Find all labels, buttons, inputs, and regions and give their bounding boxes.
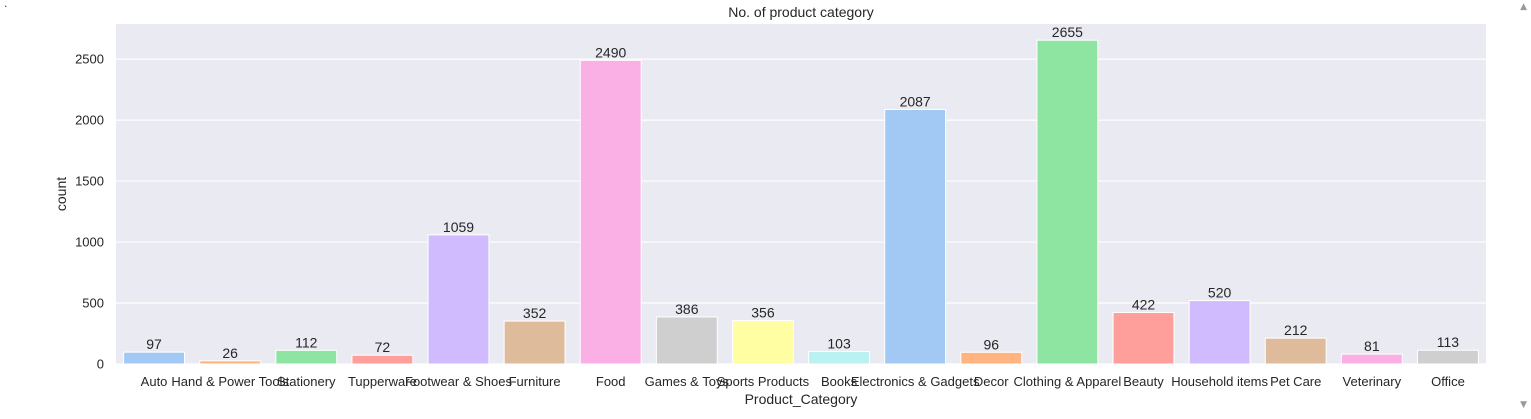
x-tick-label: Decor	[974, 374, 1009, 389]
x-tick-label: Household items	[1171, 374, 1268, 389]
x-axis-label: Product_Category	[745, 391, 858, 407]
bar-chart: 0 500 1000 1500 2000 2500 Auto Hand & Power To…	[53, 4, 1486, 407]
data-label: 352	[523, 305, 547, 321]
x-tick-label: Footwear & Shoes	[405, 374, 512, 389]
data-label: 422	[1132, 297, 1156, 313]
bar	[1112, 312, 1175, 365]
bar	[1036, 39, 1099, 365]
x-tick-label: Food	[596, 374, 626, 389]
y-axis-label: count	[53, 177, 69, 211]
bar	[275, 349, 338, 365]
scroll-up-arrow-icon[interactable]: ▲	[1520, 2, 1527, 12]
x-tick-label: Auto	[141, 374, 168, 389]
bar	[884, 108, 947, 365]
x-tick-label: Books	[821, 374, 858, 389]
bar	[808, 350, 870, 365]
data-label: 72	[375, 339, 391, 355]
bar	[960, 351, 1023, 365]
x-tick-label: Tupperware	[348, 374, 417, 389]
y-tick-label: 0	[97, 357, 104, 372]
stray-mark: ·	[4, 0, 8, 13]
y-tick-label: 2500	[75, 52, 104, 67]
data-label: 1059	[443, 219, 474, 235]
bars	[123, 39, 1479, 365]
y-ticks: 0 500 1000 1500 2000 2500	[75, 52, 104, 372]
data-label: 112	[295, 334, 318, 350]
data-label: 212	[1284, 322, 1308, 338]
data-label: 113	[1437, 334, 1460, 350]
y-tick-label: 1500	[75, 174, 104, 189]
bar	[427, 234, 490, 365]
x-tick-label: Veterinary	[1343, 374, 1402, 389]
bar	[123, 351, 186, 365]
bar	[732, 320, 794, 365]
bar	[579, 59, 642, 365]
chart-title: No. of product category	[728, 4, 874, 20]
bar	[199, 360, 262, 365]
x-tick-label: Hand & Power Tools	[171, 374, 289, 389]
data-label: 96	[983, 336, 999, 352]
bar	[351, 354, 414, 365]
bar	[1340, 353, 1403, 365]
data-label: 81	[1364, 338, 1380, 354]
bar	[655, 316, 718, 365]
x-tick-label: Office	[1431, 374, 1465, 389]
x-tick-label: Electronics & Gadgets	[851, 374, 980, 389]
x-tick-label: Beauty	[1123, 374, 1164, 389]
bar	[1264, 337, 1327, 365]
x-tick-label: Furniture	[509, 374, 561, 389]
x-tick-label: Sports Products	[717, 374, 810, 389]
data-label: 2490	[595, 44, 626, 60]
data-label: 356	[751, 305, 775, 321]
bar	[1188, 300, 1251, 365]
data-label: 2655	[1052, 24, 1083, 40]
y-tick-label: 500	[82, 296, 104, 311]
bar	[1417, 349, 1479, 365]
grid-lines	[116, 58, 1486, 365]
y-tick-label: 2000	[75, 113, 104, 128]
scroll-down-arrow-icon[interactable]: ▼	[1520, 400, 1527, 410]
data-label: 26	[222, 345, 238, 361]
x-tick-label: Stationery	[277, 374, 336, 389]
x-tick-label: Pet Care	[1270, 374, 1321, 389]
data-label: 2087	[900, 93, 931, 109]
data-label: 520	[1208, 285, 1232, 301]
data-label: 386	[675, 301, 699, 317]
data-label: 97	[146, 336, 162, 352]
x-tick-label: Games & Toys	[645, 374, 730, 389]
plot-background	[116, 24, 1486, 364]
data-labels: 97 26 112 72 1059 352 2490 386 356 103 2087 96 2655 4…	[146, 24, 1459, 361]
bar	[503, 320, 566, 365]
data-label: 103	[827, 335, 851, 351]
y-tick-label: 1000	[75, 235, 104, 250]
x-tick-label: Clothing & Apparel	[1014, 374, 1122, 389]
